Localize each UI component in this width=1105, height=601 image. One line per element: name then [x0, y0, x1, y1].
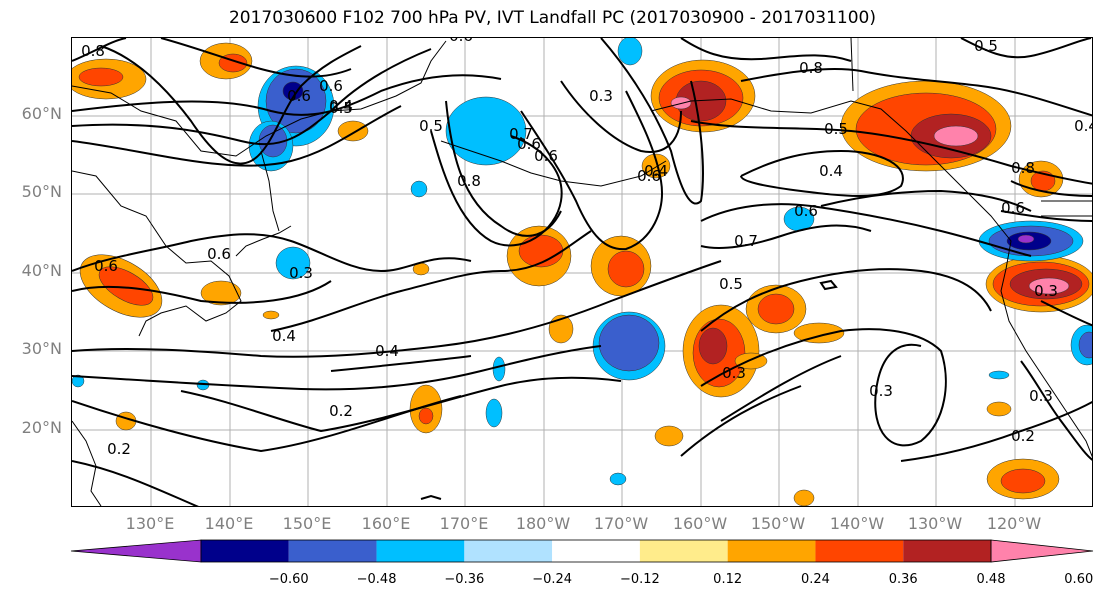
contour-label: 0.6 [517, 135, 541, 153]
contour-label: 0.5 [329, 99, 353, 117]
colorbar-tick-label: −0.24 [532, 572, 573, 587]
lon-label-170e: 170°E [439, 514, 489, 533]
contour-label: 0.6 [287, 87, 311, 105]
contour-label: 0.6 [637, 167, 661, 185]
lon-label-130e: 130°E [125, 514, 175, 533]
contour-label: 0.3 [1034, 282, 1058, 300]
colorbar-tick-label: 0.24 [800, 572, 830, 587]
contour-label: 0.8 [81, 42, 105, 60]
colorbar-tick-label: −0.48 [356, 572, 397, 587]
lat-label-40n: 40°N [21, 261, 62, 280]
contour-label: 0.5 [974, 38, 998, 55]
colorbar [70, 539, 1094, 563]
contour-label: 0.2 [329, 402, 353, 420]
contour-label: 0.8 [799, 59, 823, 77]
contour-label: 0.3 [289, 264, 313, 282]
contour-label: 0.4 [1074, 117, 1093, 135]
contour-label: 0.2 [1011, 427, 1035, 445]
lon-label-140e: 140°E [204, 514, 254, 533]
colorbar-segment [639, 540, 728, 562]
contour-label: 0.4 [329, 97, 353, 115]
coastlines [72, 38, 1092, 506]
contour-label: 0.4 [644, 162, 668, 180]
contour-label: 0.8 [1011, 159, 1035, 177]
lon-label-150w: 150°W [750, 514, 806, 533]
colorbar-segment [201, 540, 289, 562]
map-svg: 0.80.60.50.60.50.40.70.60.80.60.80.50.50… [72, 38, 1093, 506]
contour-label: 0.6 [534, 147, 558, 165]
contour-label: 0.3 [869, 382, 893, 400]
contour-label: 0.5 [824, 120, 848, 138]
contour-label: 0.3 [1029, 387, 1053, 405]
colorbar-tick-label: −0.60 [268, 572, 309, 587]
colorbar-segment [288, 540, 377, 562]
colorbar-extend-low [70, 539, 202, 563]
contour-label: 0.2 [107, 440, 131, 458]
contour-label: 0.4 [819, 162, 843, 180]
colorbar-segment [727, 540, 816, 562]
contour-label: 0.6 [319, 77, 343, 95]
colorbar-tick-label: −0.12 [619, 572, 660, 587]
lon-label-160w: 160°W [672, 514, 728, 533]
pv-contours [72, 38, 1092, 506]
lat-label-20n: 20°N [21, 418, 62, 437]
lon-label-130w: 130°W [907, 514, 963, 533]
lon-label-180w: 180°W [515, 514, 571, 533]
colorbar-segment [815, 540, 904, 562]
colorbar-segment [552, 540, 640, 562]
contour-label: 0.3 [722, 364, 746, 382]
contour-labels: 0.80.60.50.60.50.40.70.60.80.60.80.50.50… [81, 38, 1093, 458]
lat-label-60n: 60°N [21, 104, 62, 123]
chart-title: 2017030600 F102 700 hPa PV, IVT Landfall… [228, 8, 876, 28]
map-panel: 0.8 0.6 0.5 0.6 0.5 0.4 0.7 0.6 0.8 0.6 0.8 0.5 0.5 0… [71, 37, 1093, 507]
colorbar-segment [464, 540, 553, 562]
colorbar-segment [903, 540, 991, 562]
colorbar-tick-label: 0.60 [1064, 572, 1094, 587]
contour-label: 0.6 [94, 257, 118, 275]
lon-label-170w: 170°W [593, 514, 649, 533]
colorbar-segment [376, 540, 465, 562]
contour-label: 0.5 [419, 117, 443, 135]
colorbar-tick-label: 0.48 [976, 572, 1006, 587]
contour-label: 0.7 [734, 232, 758, 250]
contour-label: 0.6 [449, 38, 473, 45]
lat-label-30n: 30°N [21, 339, 62, 358]
contour-label: 0.3 [589, 87, 613, 105]
contour-label: 0.8 [457, 172, 481, 190]
colorbar-tick-label: 0.36 [888, 572, 918, 587]
lat-label-50n: 50°N [21, 182, 62, 201]
contour-label: 0.4 [375, 342, 399, 360]
lon-label-120w: 120°W [986, 514, 1042, 533]
contour-label: 0.6 [207, 245, 231, 263]
contour-label: 0.6 [794, 202, 818, 220]
lon-label-150e: 150°E [282, 514, 332, 533]
contour-label: 0.7 [509, 125, 533, 143]
lon-label-140w: 140°W [829, 514, 885, 533]
colorbar-tick-label: −0.36 [444, 572, 485, 587]
contour-label: 0.4 [272, 327, 296, 345]
colorbar-extend-high [990, 539, 1094, 563]
colorbar-tick-label: 0.12 [713, 572, 743, 587]
ivt-shading [72, 38, 1092, 506]
contour-label: 0.6 [1001, 199, 1025, 217]
contour-label: 0.5 [719, 275, 743, 293]
lon-label-160e: 160°E [361, 514, 411, 533]
